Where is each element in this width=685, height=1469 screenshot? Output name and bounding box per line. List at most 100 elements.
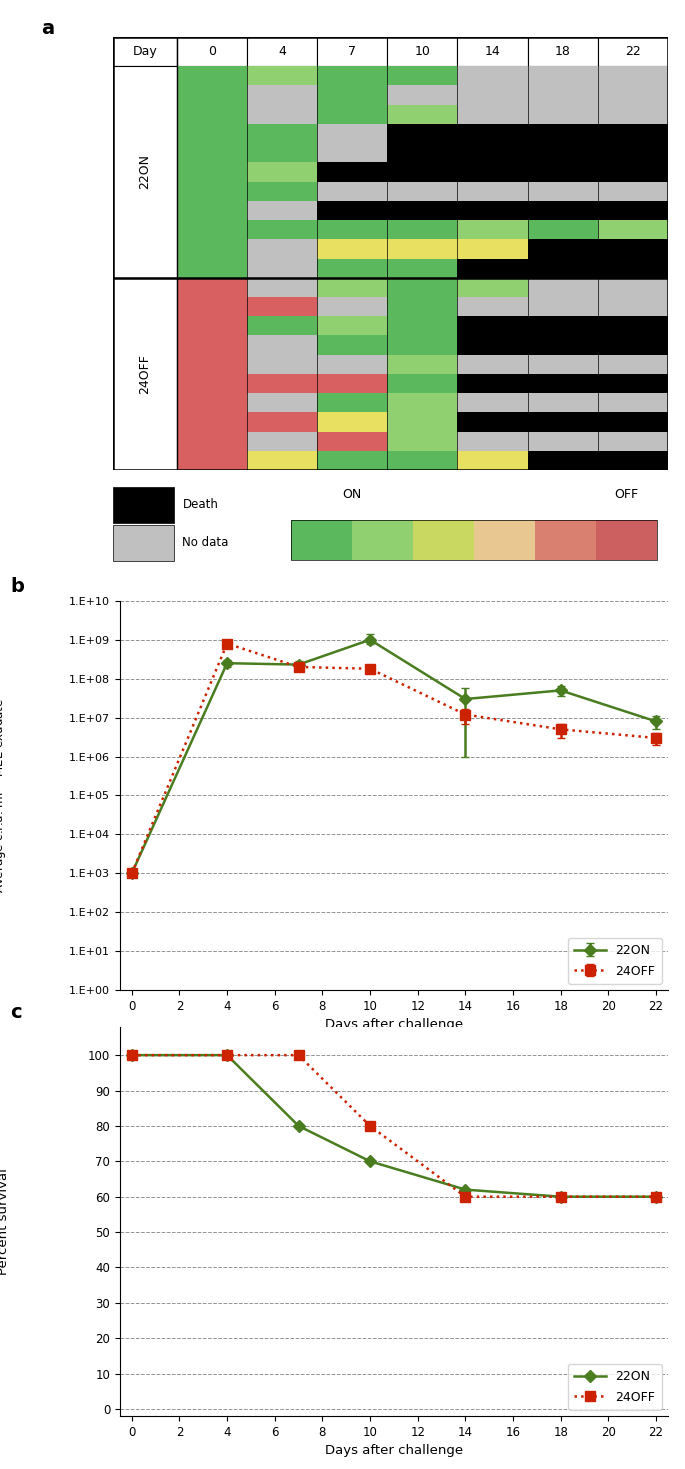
Bar <box>247 239 317 259</box>
Bar <box>458 85 527 104</box>
Bar <box>598 163 668 182</box>
Text: 22ON: 22ON <box>138 154 151 190</box>
Bar <box>458 104 527 123</box>
Bar <box>387 104 458 123</box>
Bar <box>598 375 668 394</box>
Bar <box>598 85 668 104</box>
Bar <box>247 142 317 163</box>
Text: c: c <box>10 1003 22 1022</box>
Bar <box>177 104 247 123</box>
Bar <box>113 66 177 278</box>
Bar <box>598 335 668 354</box>
Bar <box>387 123 458 142</box>
Bar <box>177 220 247 239</box>
Bar <box>317 451 387 470</box>
Bar <box>387 37 458 66</box>
Bar <box>596 520 657 560</box>
Text: Day: Day <box>133 46 158 57</box>
Bar <box>317 66 387 85</box>
Bar <box>598 413 668 432</box>
Bar <box>458 37 527 66</box>
Bar <box>458 375 527 394</box>
Bar <box>387 278 458 297</box>
Bar <box>527 104 598 123</box>
Text: 22: 22 <box>625 46 640 57</box>
Bar <box>113 278 177 470</box>
Bar <box>527 316 598 335</box>
Y-axis label: Average c.f.u. ml$^{-1}$ MEE exudate: Average c.f.u. ml$^{-1}$ MEE exudate <box>0 698 10 893</box>
Bar <box>527 335 598 354</box>
Bar <box>177 142 247 163</box>
Bar <box>535 520 596 560</box>
Bar <box>598 432 668 451</box>
Bar <box>458 335 527 354</box>
Bar <box>247 182 317 201</box>
Bar <box>177 163 247 182</box>
Bar <box>113 37 177 66</box>
Bar <box>458 451 527 470</box>
Bar <box>247 220 317 239</box>
Bar <box>247 413 317 432</box>
Bar <box>387 354 458 375</box>
Bar <box>527 142 598 163</box>
Bar <box>177 182 247 201</box>
Bar <box>247 297 317 316</box>
Bar <box>527 297 598 316</box>
Bar <box>458 316 527 335</box>
Text: No data: No data <box>182 536 229 549</box>
Bar <box>317 201 387 220</box>
22ON <box>127 1046 136 1064</box>
Bar <box>458 239 527 259</box>
Bar <box>247 66 317 85</box>
24OFF <box>652 1188 660 1206</box>
24OFF <box>556 1188 564 1206</box>
Bar <box>387 142 458 163</box>
Bar <box>527 451 598 470</box>
Bar <box>387 432 458 451</box>
Bar <box>387 316 458 335</box>
Bar <box>247 123 317 142</box>
22ON <box>295 1116 303 1134</box>
Bar <box>527 394 598 413</box>
Bar <box>387 451 458 470</box>
Bar <box>387 375 458 394</box>
Text: 7: 7 <box>348 46 356 57</box>
Bar <box>598 278 668 297</box>
Bar <box>458 297 527 316</box>
24OFF <box>461 1188 469 1206</box>
X-axis label: Days after challenge: Days after challenge <box>325 1018 463 1031</box>
Text: 18: 18 <box>555 46 571 57</box>
Bar <box>527 413 598 432</box>
Text: ON: ON <box>342 488 361 501</box>
Bar <box>177 297 247 316</box>
Bar <box>387 297 458 316</box>
24OFF <box>366 1116 374 1134</box>
Bar <box>527 259 598 278</box>
Bar <box>317 432 387 451</box>
Bar <box>177 335 247 354</box>
Bar <box>387 163 458 182</box>
22ON <box>223 1046 232 1064</box>
Bar <box>177 316 247 335</box>
Bar <box>387 182 458 201</box>
Bar <box>177 259 247 278</box>
Bar <box>458 413 527 432</box>
Bar <box>387 201 458 220</box>
Bar <box>527 220 598 239</box>
24OFF <box>223 1046 232 1064</box>
Bar <box>458 66 527 85</box>
22ON <box>461 1181 469 1199</box>
Text: a: a <box>41 19 54 38</box>
Legend: 22ON, 24OFF: 22ON, 24OFF <box>568 1363 662 1410</box>
Text: 0: 0 <box>208 46 216 57</box>
Bar <box>247 201 317 220</box>
22ON <box>366 1153 374 1171</box>
Bar <box>527 278 598 297</box>
Text: b: b <box>10 577 24 596</box>
Bar <box>177 37 247 66</box>
Bar <box>317 375 387 394</box>
Bar <box>387 220 458 239</box>
Bar <box>177 413 247 432</box>
Bar <box>177 354 247 375</box>
Bar <box>387 259 458 278</box>
